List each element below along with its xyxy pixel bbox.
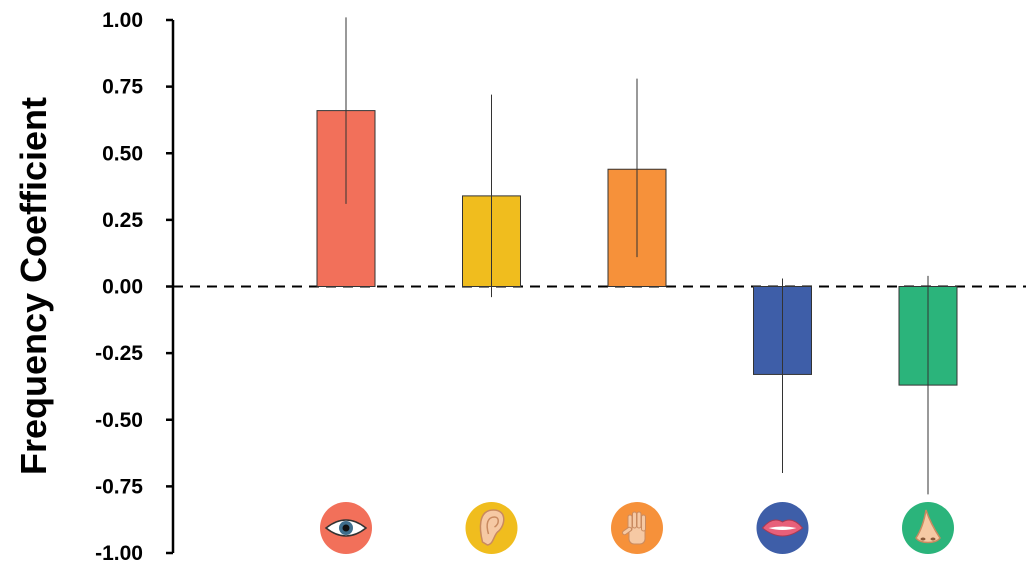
bars: [316, 110, 958, 386]
hand-icon: [611, 502, 663, 554]
eye-icon: [320, 502, 372, 554]
y-tick-label: -1.00: [95, 542, 143, 565]
y-axis: 1.00 0.75 0.50 0.25 0.00 -0.25 -0.50 -0.75 -1.00: [95, 9, 175, 565]
y-tick-label: -0.75: [95, 475, 143, 498]
y-tick-label: -0.25: [95, 342, 143, 365]
y-axis-title: Frequency Coefficient: [13, 97, 54, 475]
y-tick-label: 1.00: [102, 9, 143, 32]
y-tick-label: 0.50: [102, 142, 143, 165]
ear-icon: [465, 502, 518, 554]
y-tick-label: 0.00: [102, 276, 143, 299]
sense-icons: [320, 502, 954, 554]
y-tick-label: 0.75: [102, 76, 143, 99]
mouth-icon: [756, 502, 809, 554]
nose-icon: [902, 502, 954, 554]
error-bars: [345, 17, 929, 495]
y-tick-label: -0.50: [95, 409, 143, 432]
y-tick-label: 0.25: [102, 209, 143, 232]
